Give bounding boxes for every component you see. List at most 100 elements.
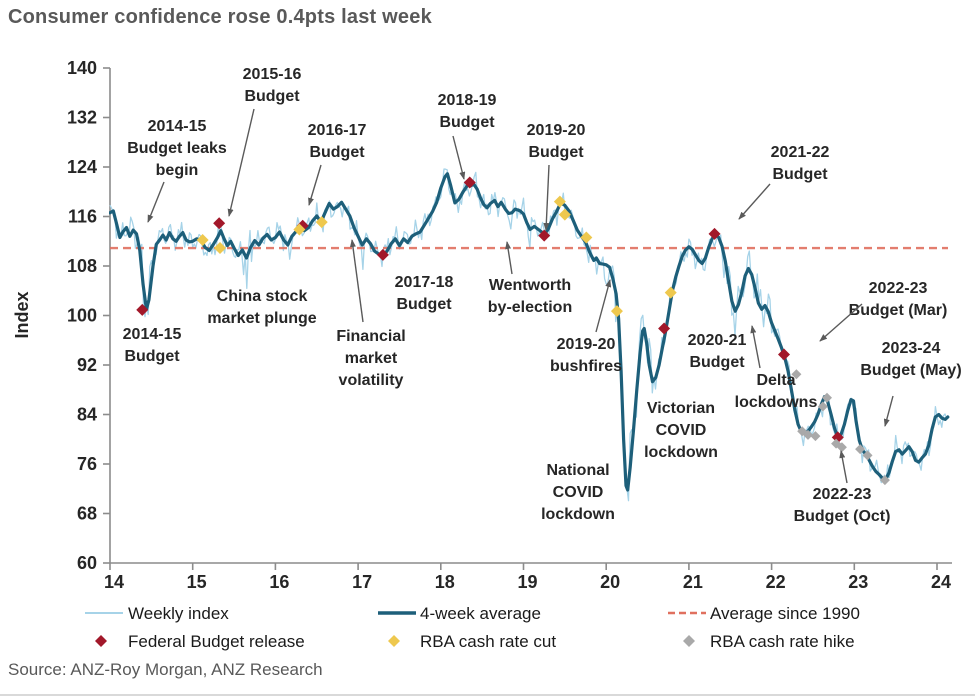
- legend-federal-budget-release: Federal Budget release: [95, 632, 305, 651]
- victorian-covid-label-text: lockdown: [644, 444, 718, 461]
- weekly-index-line: [109, 168, 948, 502]
- y-tick-label: 116: [68, 207, 97, 227]
- delta-label-arrow: [750, 325, 761, 369]
- budget-2019-20-label-text: Budget: [528, 144, 584, 161]
- budget-leaks-label-arrow: [147, 181, 165, 223]
- rba-cut-marker: [293, 223, 306, 236]
- rba-hike-marker: [817, 401, 828, 412]
- federal-budget-marker: [658, 322, 671, 335]
- rba-cut-marker: [664, 286, 677, 299]
- budget-leaks-label-text: Budget leaks: [127, 140, 227, 157]
- legend-rba-cash-rate-hike-swatch: [683, 635, 695, 647]
- financial-volatility-label-text: volatility: [339, 372, 404, 389]
- budget-2021-22-label: 2021-22 Budget: [738, 144, 830, 220]
- budget-leaks-label: 2014-15 Budget leaks begin: [127, 118, 227, 223]
- budget-2022-23-mar-label-text: 2022-23: [869, 280, 928, 297]
- federal-budget-marker: [538, 229, 551, 242]
- legend-weekly-index: Weekly index: [85, 604, 229, 623]
- y-tick-label: 140: [67, 58, 97, 78]
- rba-hike-marker: [791, 369, 802, 380]
- bushfires-label-text: 2019-20: [557, 336, 616, 353]
- financial-volatility-label: Financial market volatility: [336, 239, 406, 389]
- legend-rba-cash-rate-cut-swatch: [388, 635, 400, 647]
- budget-2020-21-label-text: Budget: [689, 354, 745, 371]
- budget-2016-17-label-text: 2016-17: [308, 122, 367, 139]
- budget-2021-22-label-text: 2021-22: [771, 144, 830, 161]
- legend-average-since-1990-label: Average since 1990: [710, 604, 860, 623]
- budget-2022-23-mar-label: 2022-23 Budget (Mar): [819, 280, 947, 342]
- budget-2014-15-label-text: Budget: [124, 348, 180, 365]
- budget-2023-24-label-text: Budget (May): [860, 362, 961, 379]
- federal-budget-marker: [778, 348, 791, 361]
- x-tick-label: 15: [187, 572, 207, 592]
- china-stock-label-text: China stock: [217, 288, 308, 305]
- bushfires-label: 2019-20 bushfires: [550, 279, 622, 375]
- budget-2020-21-label-text: 2020-21: [688, 332, 747, 349]
- budget-2017-18-label: 2017-18 Budget: [395, 274, 454, 313]
- budget-2023-24-label: 2023-24 Budget (May): [860, 340, 962, 427]
- x-tick-label: 18: [435, 572, 455, 592]
- rba-cut-marker: [196, 234, 209, 247]
- legend-federal-budget-release-swatch: [95, 635, 107, 647]
- victorian-covid-label-text: Victorian: [647, 400, 715, 417]
- budget-2015-16-label-arrow: [227, 108, 255, 217]
- rba-cut-marker: [558, 208, 571, 221]
- legend-four-week-average-label: 4-week average: [420, 604, 541, 623]
- budget-2018-19-label-text: Budget: [439, 114, 495, 131]
- budget-2022-23-oct-label: 2022-23 Budget (Oct): [794, 450, 891, 525]
- rba-hike-marker: [879, 475, 890, 486]
- x-tick-label: 20: [600, 572, 620, 592]
- china-stock-label: China stock market plunge: [207, 288, 316, 327]
- national-covid-label-text: National: [546, 462, 609, 479]
- legend-federal-budget-release-label: Federal Budget release: [128, 632, 305, 651]
- budget-2017-18-label-text: Budget: [396, 296, 452, 313]
- budget-2015-16-label-text: Budget: [244, 88, 300, 105]
- budget-2019-20-label: 2019-20 Budget: [527, 122, 586, 231]
- y-tick-label: 84: [77, 405, 97, 425]
- rba-hike-marker: [822, 392, 833, 403]
- x-axis: 14 15 16 17 18 19 20 21 22 23 24: [104, 563, 951, 592]
- budget-2018-19-label: 2018-19 Budget: [438, 92, 496, 180]
- rba-cut-marker: [553, 195, 566, 208]
- legend-four-week-average: 4-week average: [378, 604, 541, 623]
- y-tick-label: 76: [77, 454, 97, 474]
- y-tick-label: 68: [77, 504, 97, 524]
- federal-budget-marker: [136, 303, 149, 316]
- federal-budget-marker: [708, 227, 721, 240]
- wentworth-label: Wentworth by-election: [488, 241, 572, 316]
- rba-cut-marker: [610, 305, 623, 318]
- financial-volatility-label-text: market: [345, 350, 398, 367]
- federal-budget-marker: [376, 248, 389, 261]
- bottom-divider: [0, 694, 975, 696]
- national-covid-label-text: lockdown: [541, 506, 615, 523]
- budget-2015-16-label: 2015-16 Budget: [227, 66, 301, 217]
- legend-rba-cash-rate-hike: RBA cash rate hike: [683, 632, 855, 651]
- x-tick-label: 17: [352, 572, 372, 592]
- legend-average-since-1990: Average since 1990: [668, 604, 860, 623]
- rate-cut-markers: [196, 195, 677, 318]
- budget-2016-17-label: 2016-17 Budget: [308, 122, 367, 206]
- financial-volatility-label-text: Financial: [336, 328, 405, 345]
- rba-cut-marker: [315, 216, 328, 229]
- budget-2022-23-oct-label-text: Budget (Oct): [794, 508, 891, 525]
- rba-cut-marker: [213, 242, 226, 255]
- rba-cut-marker: [580, 231, 593, 244]
- y-tick-label: 132: [67, 108, 97, 128]
- y-tick-label: 92: [77, 355, 97, 375]
- budget-2021-22-label-arrow: [738, 183, 771, 220]
- delta-label-text: Delta: [756, 372, 795, 389]
- x-tick-label: 23: [848, 572, 868, 592]
- delta-label-text: lockdowns: [735, 394, 818, 411]
- budget-2014-15-label-text: 2014-15: [123, 326, 182, 343]
- budget-leaks-label-text: 2014-15: [148, 118, 207, 135]
- budget-2017-18-label-text: 2017-18: [395, 274, 454, 291]
- plot-area: [109, 168, 950, 502]
- wentworth-label-arrow: [505, 241, 513, 275]
- wentworth-label-text: by-election: [488, 299, 572, 316]
- rba-hike-marker: [862, 450, 873, 461]
- rba-hike-marker: [855, 444, 866, 455]
- budget-2019-20-label-text: 2019-20: [527, 122, 586, 139]
